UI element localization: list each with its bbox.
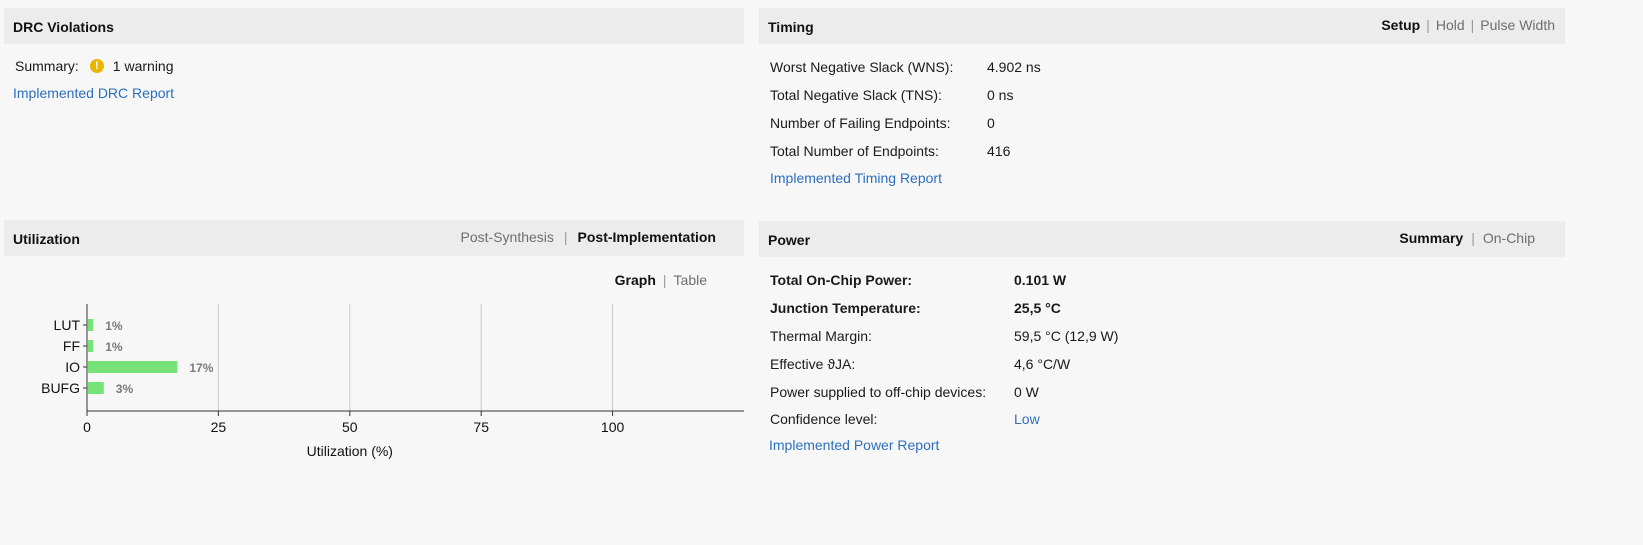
category-label: BUFG [41, 380, 80, 396]
power-tabs: Summary | On-Chip [1399, 230, 1535, 246]
drc-summary-value: 1 warning [112, 58, 174, 74]
bar-value-label: 17% [189, 361, 213, 375]
timing-title: Timing [768, 19, 814, 35]
utilization-bar [88, 382, 104, 394]
drc-panel: DRC Violations Summary: ! 1 warning Impl… [4, 8, 744, 208]
tab-on-chip[interactable]: On-Chip [1482, 230, 1535, 246]
power-value: 59,5 °C (12,9 W) [1014, 328, 1119, 344]
tab-graph[interactable]: Graph [614, 272, 656, 288]
utilization-bar [88, 361, 178, 373]
category-label: LUT [54, 317, 81, 333]
drc-summary: Summary: ! 1 warning [15, 58, 174, 74]
utilization-title: Utilization [13, 231, 80, 247]
confidence-level-link[interactable]: Low [1014, 411, 1040, 427]
bar-value-label: 3% [116, 382, 134, 396]
utilization-view-tabs: Graph | Table [614, 272, 707, 288]
power-label: Total On-Chip Power: [770, 272, 913, 288]
tab-post-synthesis[interactable]: Post-Synthesis [460, 229, 554, 245]
timing-label: Number of Failing Endpoints: [770, 115, 951, 131]
power-title: Power [768, 232, 811, 248]
power-value: 0 W [1014, 384, 1039, 400]
x-tick-label: 50 [342, 419, 358, 435]
timing-report-link[interactable]: Implemented Timing Report [770, 170, 942, 186]
tab-post-implementation[interactable]: Post-Implementation [577, 229, 716, 245]
tab-table[interactable]: Table [673, 272, 707, 288]
timing-panel: Timing Setup | Hold | Pulse Width Worst Nega… [759, 8, 1565, 208]
power-label: Effective ϑJA: [770, 356, 856, 372]
utilization-bar [88, 319, 94, 331]
power-label: Power supplied to off-chip devices: [770, 384, 987, 400]
x-tick-label: 0 [83, 419, 91, 435]
power-value: 0.101 W [1014, 272, 1067, 288]
tab-pulse-width[interactable]: Pulse Width [1480, 17, 1555, 33]
tab-setup[interactable]: Setup [1381, 17, 1421, 33]
timing-tabs: Setup | Hold | Pulse Width [1381, 17, 1555, 33]
warning-icon: ! [89, 59, 104, 73]
utilization-tabs: Post-Synthesis | Post-Implementation [460, 229, 716, 245]
utilization-bar [88, 340, 94, 352]
power-value: 25,5 °C [1014, 300, 1061, 316]
power-panel: Power Summary | On-Chip Total On-Chip Powe… [759, 221, 1565, 481]
category-label: IO [65, 359, 80, 375]
timing-value: 4.902 ns [987, 59, 1041, 75]
drc-header: DRC Violations [4, 8, 744, 44]
x-tick-label: 100 [601, 419, 625, 435]
x-axis-label: Utilization (%) [307, 443, 393, 459]
power-report-link[interactable]: Implemented Power Report [769, 437, 940, 453]
timing-header: Timing Setup | Hold | Pulse Width [759, 8, 1565, 44]
bar-value-label: 1% [105, 319, 123, 333]
drc-report-link[interactable]: Implemented DRC Report [13, 85, 175, 101]
x-tick-label: 75 [473, 419, 489, 435]
timing-label: Total Negative Slack (TNS): [770, 87, 942, 103]
utilization-panel: Utilization Post-Synthesis | Post-Implemen… [4, 220, 744, 520]
drc-title: DRC Violations [13, 19, 114, 35]
power-header: Power Summary | On-Chip [759, 221, 1565, 257]
bar-value-label: 1% [105, 340, 123, 354]
power-label: Confidence level: [770, 411, 878, 427]
timing-label: Total Number of Endpoints: [770, 143, 939, 159]
drc-summary-label: Summary: [15, 58, 79, 74]
tab-hold[interactable]: Hold [1435, 17, 1465, 33]
power-value: 4,6 °C/W [1014, 356, 1071, 372]
tab-summary[interactable]: Summary [1399, 230, 1464, 246]
timing-value: 0 [987, 115, 995, 131]
utilization-header: Utilization Post-Synthesis | Post-Implemen… [4, 220, 744, 256]
category-label: FF [63, 338, 80, 354]
timing-label: Worst Negative Slack (WNS): [770, 59, 954, 75]
timing-value: 416 [987, 143, 1011, 159]
power-label: Thermal Margin: [770, 328, 872, 344]
power-label: Junction Temperature: [770, 300, 921, 316]
utilization-chart: 0 25 50 75 100 LUT 1% FF 1% IO 17% BUFG 3% Utilizatio… [41, 304, 744, 459]
x-tick-label: 25 [211, 419, 227, 435]
timing-value: 0 ns [987, 87, 1014, 103]
